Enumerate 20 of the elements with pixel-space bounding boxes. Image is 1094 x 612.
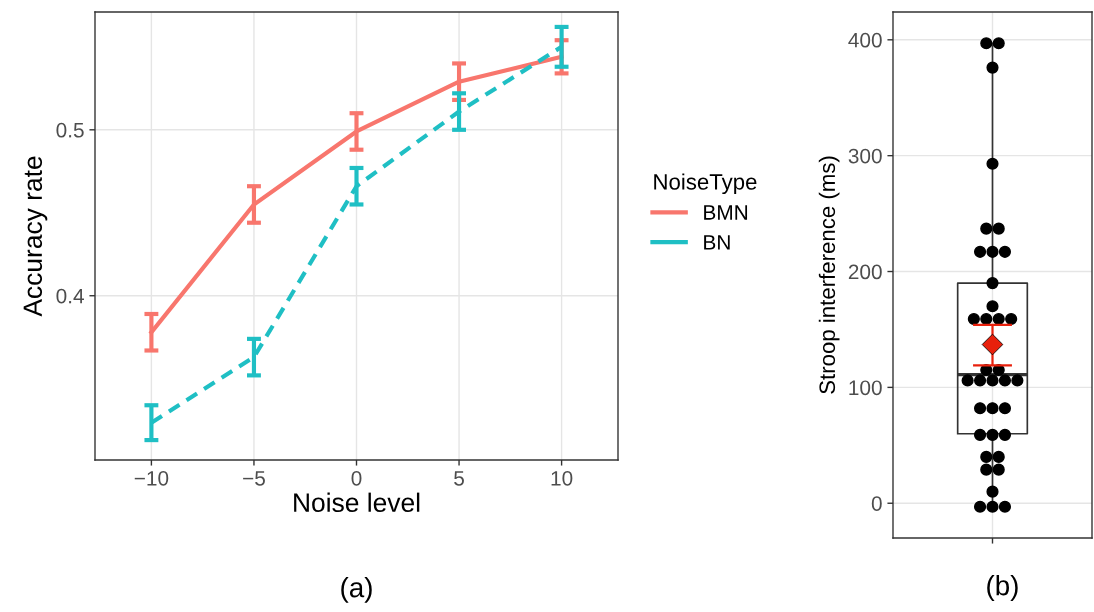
x-tick-label: −5 [243,471,265,486]
y-tick-label: 400 [848,32,882,48]
y-tick-label: 200 [848,264,882,280]
legend-label: BN [704,235,730,250]
y-tick-label: 0.4 [56,288,84,304]
y-axis-title: Stroop interference (ms) [818,156,840,394]
y-tick-label: 0 [871,496,882,511]
x-tick-label: 10 [551,470,573,486]
y-tick-label: 0.5 [56,122,84,138]
y-tick-label: 300 [848,148,882,164]
text: (a) [341,576,372,603]
text: (b) [987,575,1018,601]
y-axis-title: Accuracy rate [23,156,48,317]
x-tick-label: 5 [454,471,464,486]
y-tick-label: 100 [849,380,882,396]
legend-label: BMN [704,205,748,220]
legend-title: NoiseType [654,173,757,195]
x-axis-title: Noise level [294,492,420,512]
x-tick-label: −10 [134,470,169,486]
x-tick-label: 0 [351,470,362,486]
